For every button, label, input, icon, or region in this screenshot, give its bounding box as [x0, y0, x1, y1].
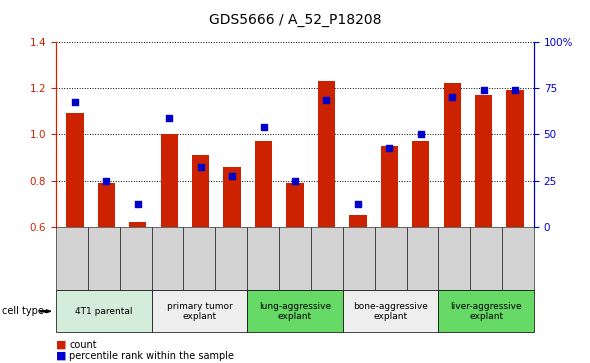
Bar	[506, 90, 524, 227]
Point	[322, 97, 331, 102]
Point	[479, 87, 489, 93]
Point	[101, 178, 111, 183]
Point	[227, 173, 237, 179]
Point	[416, 131, 425, 137]
Text: ■: ■	[56, 351, 67, 361]
Point	[385, 145, 394, 151]
Text: GDS5666 / A_52_P18208: GDS5666 / A_52_P18208	[209, 13, 381, 27]
Bar	[160, 134, 178, 227]
Point	[259, 125, 268, 130]
Text: liver-aggressive
explant: liver-aggressive explant	[450, 302, 522, 321]
Point	[510, 87, 520, 93]
Bar	[444, 83, 461, 227]
Point	[165, 115, 174, 121]
Bar	[318, 81, 335, 227]
Text: bone-aggressive
explant: bone-aggressive explant	[353, 302, 428, 321]
Point	[290, 178, 300, 183]
Bar	[381, 146, 398, 227]
Bar	[66, 114, 84, 227]
Bar	[349, 215, 366, 227]
Bar	[412, 141, 430, 227]
Point	[133, 201, 143, 207]
Point	[447, 94, 457, 100]
Bar	[255, 141, 272, 227]
Point	[353, 201, 363, 207]
Text: lung-aggressive
explant: lung-aggressive explant	[259, 302, 331, 321]
Text: percentile rank within the sample: percentile rank within the sample	[69, 351, 234, 361]
Point	[196, 164, 205, 170]
Bar	[286, 183, 304, 227]
Text: 4T1 parental: 4T1 parental	[75, 307, 133, 316]
Bar	[192, 155, 209, 227]
Bar	[98, 183, 115, 227]
Text: cell type: cell type	[2, 306, 44, 316]
Text: ■: ■	[56, 340, 67, 350]
Bar	[475, 95, 492, 227]
Text: primary tumor
explant: primary tumor explant	[166, 302, 232, 321]
Bar	[224, 167, 241, 227]
Text: count: count	[69, 340, 97, 350]
Bar	[129, 222, 146, 227]
Point	[70, 99, 80, 105]
